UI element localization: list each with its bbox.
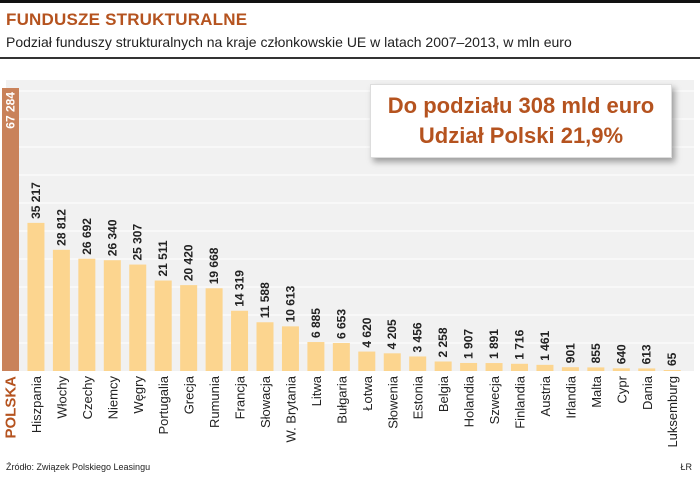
value-label: 21 511 <box>156 240 170 276</box>
value-label: 1 907 <box>462 329 476 359</box>
category-label: Luksemburg <box>665 376 680 448</box>
category-label: Litwa <box>309 375 324 406</box>
top-border <box>0 0 700 3</box>
bar-Hiszpania <box>27 222 45 371</box>
bar-Finlandia <box>511 363 528 371</box>
value-label: 11 588 <box>258 282 272 318</box>
category-label: Estonia <box>411 375 426 419</box>
category-label: Finlandia <box>513 375 528 429</box>
category-label: Francja <box>233 375 248 419</box>
value-label: 20 420 <box>182 244 196 281</box>
value-label: 65 <box>665 352 679 366</box>
callout-box: Do podziału 308 mld euro Udział Polski 2… <box>370 84 672 158</box>
bar-Malta <box>587 367 605 371</box>
bar-Austria <box>536 364 554 371</box>
value-label: 4 620 <box>360 317 374 347</box>
page-title: FUNDUSZE STRUKTURALNE <box>6 10 248 29</box>
bar-Irlandia <box>561 367 579 371</box>
bar-W. Brytania <box>281 326 299 371</box>
value-label: 4 205 <box>385 319 399 349</box>
category-label: Słowacja <box>258 375 273 428</box>
bar-Węgry <box>129 264 147 371</box>
category-label: Portugalia <box>156 375 171 434</box>
bar-Niemcy <box>103 260 121 371</box>
value-label: 25 307 <box>131 224 145 261</box>
bar-Słowacja <box>256 322 274 371</box>
category-label: Malta <box>589 375 604 408</box>
value-label: 855 <box>589 343 603 363</box>
category-label: Niemcy <box>105 376 120 420</box>
bar-Łotwa <box>358 351 376 371</box>
bar-Portugalia <box>154 280 172 371</box>
category-label: Czechy <box>80 376 95 420</box>
bar-Słowenia <box>383 353 401 371</box>
bar-Szwecja <box>485 363 503 371</box>
bar-Czechy <box>78 258 96 371</box>
category-label: Bułgaria <box>334 375 349 423</box>
value-label: 1 891 <box>487 329 501 359</box>
bar-Litwa <box>307 342 325 371</box>
bar-Grecja <box>180 285 198 371</box>
source-note: Źródło: Związek Polskiego Leasingu <box>6 462 151 472</box>
value-label: 19 668 <box>207 247 221 284</box>
header-divider <box>0 57 700 59</box>
value-label: 901 <box>563 343 577 363</box>
value-label: 26 692 <box>80 218 94 255</box>
value-label: 67 284 <box>4 92 18 129</box>
value-label: 2 258 <box>436 327 450 357</box>
bar-Cypr <box>612 368 630 371</box>
bar-Rumunia <box>205 288 223 371</box>
value-label: 1 461 <box>538 330 552 360</box>
category-label: Austria <box>538 375 553 416</box>
author-credit: ŁR <box>680 462 692 472</box>
bar-Włochy <box>52 249 70 371</box>
value-label: 6 653 <box>334 309 348 339</box>
value-label: 640 <box>614 344 628 364</box>
value-label: 613 <box>640 344 654 364</box>
bar-Luksemburg <box>663 370 681 371</box>
category-label: Cypr <box>614 375 629 403</box>
callout-poland-share: Udział Polski 21,9% <box>418 123 624 148</box>
callout-total: Do podziału 308 mld euro <box>387 93 655 118</box>
category-label: Holandia <box>462 375 477 427</box>
bar-Bułgaria <box>332 343 350 371</box>
value-label: 26 340 <box>105 219 119 256</box>
category-label: Węgry <box>131 376 146 414</box>
category-label: Irlandia <box>563 375 578 418</box>
value-label: 14 319 <box>233 270 247 307</box>
category-label: Hiszpania <box>29 375 44 433</box>
category-label: W. Brytania <box>283 375 298 442</box>
bar-Dania <box>638 368 656 371</box>
bar-Belgia <box>434 361 452 371</box>
category-label: Rumunia <box>207 375 222 428</box>
category-label: Słowenia <box>385 375 400 429</box>
bar-Estonia <box>409 356 427 371</box>
value-label: 10 613 <box>283 285 297 322</box>
category-label: Belgia <box>436 375 451 412</box>
category-label: POLSKA <box>3 376 20 439</box>
value-label: 3 456 <box>411 322 425 352</box>
value-label: 28 812 <box>54 209 68 246</box>
value-label: 35 217 <box>29 182 43 219</box>
value-label: 6 885 <box>309 308 323 338</box>
category-label: Łotwa <box>360 375 375 410</box>
value-label: 1 716 <box>513 329 527 359</box>
bar-POLSKA <box>2 88 19 371</box>
category-label: Grecja <box>182 375 197 414</box>
category-label: Szwecja <box>487 375 502 424</box>
page-subtitle: Podział funduszy strukturalnych na kraje… <box>6 34 572 50</box>
bar-Holandia <box>460 362 478 371</box>
bar-Francja <box>231 310 249 371</box>
category-label: Dania <box>640 375 655 410</box>
category-label: Włochy <box>54 376 69 419</box>
